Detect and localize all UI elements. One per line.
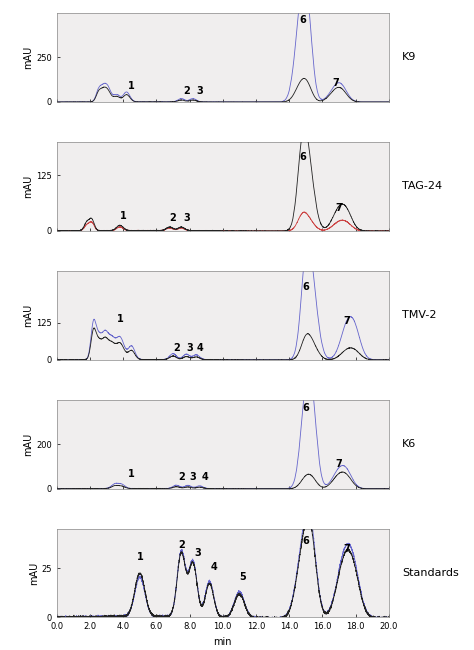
Y-axis label: mAU: mAU: [24, 46, 34, 69]
Text: 4: 4: [211, 562, 218, 572]
Text: 5: 5: [239, 572, 246, 582]
Text: 2: 2: [183, 86, 190, 96]
Text: 7: 7: [344, 316, 351, 326]
Text: TAG-24: TAG-24: [402, 181, 442, 191]
Text: 4: 4: [201, 472, 208, 482]
Y-axis label: mAU: mAU: [24, 175, 34, 198]
Text: TMV-2: TMV-2: [402, 310, 437, 320]
Y-axis label: mAU: mAU: [24, 432, 34, 456]
Text: 6: 6: [302, 536, 309, 547]
Text: 6: 6: [299, 152, 306, 162]
Text: 3: 3: [186, 343, 193, 353]
Text: K9: K9: [402, 53, 416, 62]
Y-axis label: mAU: mAU: [29, 562, 39, 585]
Text: 7: 7: [344, 544, 351, 554]
Text: 2: 2: [178, 540, 185, 551]
Text: 6: 6: [299, 16, 306, 25]
Text: 3: 3: [194, 548, 201, 558]
Text: 6: 6: [302, 281, 309, 292]
Text: 4: 4: [196, 343, 203, 353]
Text: 1: 1: [120, 211, 127, 221]
Text: 3: 3: [183, 213, 190, 223]
Text: 1: 1: [117, 314, 123, 324]
Text: 7: 7: [336, 459, 342, 469]
Text: 1: 1: [137, 552, 143, 562]
Text: 3: 3: [190, 472, 196, 482]
Text: 1: 1: [128, 81, 135, 91]
Text: 6: 6: [302, 403, 309, 413]
Y-axis label: mAU: mAU: [24, 304, 34, 327]
X-axis label: min: min: [213, 637, 232, 647]
Text: 7: 7: [336, 203, 342, 213]
Text: 3: 3: [196, 86, 203, 96]
Text: Standards: Standards: [402, 568, 459, 578]
Text: 2: 2: [178, 472, 185, 482]
Text: 1: 1: [128, 469, 135, 478]
Text: 2: 2: [173, 343, 180, 353]
Text: 2: 2: [170, 213, 176, 223]
Text: K6: K6: [402, 439, 416, 449]
Text: 7: 7: [332, 77, 339, 88]
